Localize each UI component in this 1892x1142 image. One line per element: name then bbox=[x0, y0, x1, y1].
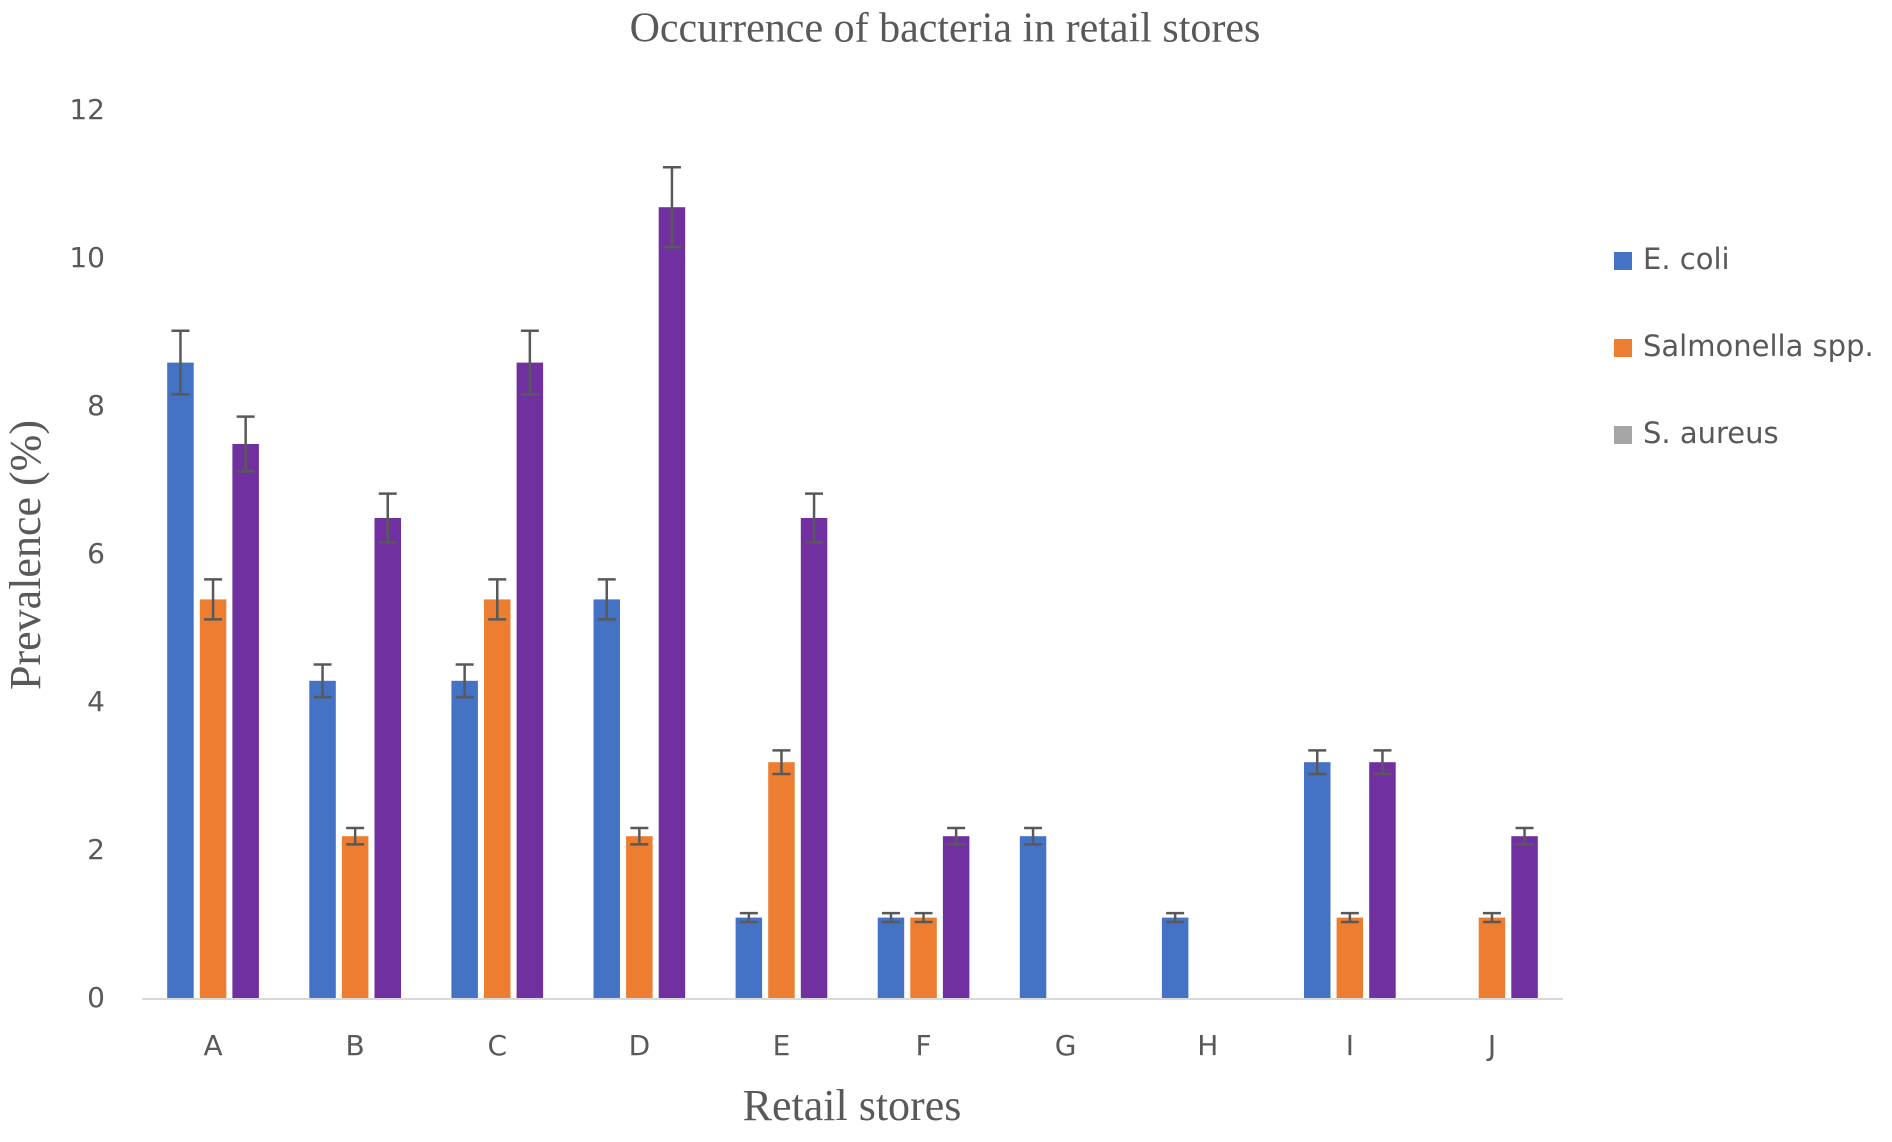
error-bar bbox=[1024, 826, 1043, 846]
error-bar bbox=[204, 578, 223, 621]
error-bar bbox=[1308, 749, 1327, 776]
bar bbox=[451, 680, 478, 999]
y-tick-label: 10 bbox=[69, 241, 105, 274]
error-bar bbox=[630, 826, 649, 846]
bar bbox=[877, 917, 905, 999]
x-tick-label: H bbox=[1197, 1029, 1218, 1062]
bar bbox=[768, 762, 795, 999]
bar bbox=[1161, 917, 1189, 999]
x-tick-label: C bbox=[487, 1029, 507, 1062]
error-bar bbox=[1515, 826, 1534, 846]
x-tick-label: F bbox=[915, 1029, 931, 1062]
bar bbox=[1369, 762, 1396, 999]
error-bar bbox=[1166, 911, 1185, 924]
legend-marker bbox=[1614, 252, 1632, 270]
y-tick-label: 6 bbox=[87, 537, 105, 570]
bar bbox=[516, 362, 544, 1000]
x-tick-label: J bbox=[1486, 1029, 1496, 1062]
bar bbox=[309, 680, 336, 999]
error-bar bbox=[313, 663, 332, 699]
bar bbox=[626, 836, 653, 999]
bar bbox=[232, 444, 259, 999]
bar bbox=[658, 207, 686, 999]
error-bar bbox=[171, 329, 190, 396]
error-bar bbox=[947, 826, 966, 846]
x-axis-title: Retail stores bbox=[743, 1081, 962, 1130]
y-axis-title: Prevalence (%) bbox=[1, 420, 50, 690]
bar bbox=[800, 518, 828, 999]
x-tick-label: I bbox=[1346, 1029, 1354, 1062]
error-bar bbox=[1482, 911, 1501, 924]
legend-marker bbox=[1614, 339, 1632, 357]
bar bbox=[199, 599, 227, 999]
bar bbox=[374, 518, 401, 999]
error-bar bbox=[805, 492, 824, 544]
error-bar bbox=[520, 329, 539, 396]
error-bar bbox=[378, 492, 397, 544]
bar bbox=[1511, 836, 1538, 999]
bar bbox=[593, 599, 620, 999]
error-bar bbox=[1340, 911, 1359, 924]
error-bar bbox=[488, 578, 507, 621]
bar bbox=[1336, 917, 1364, 999]
bar bbox=[341, 836, 369, 999]
error-bar bbox=[1373, 749, 1392, 776]
bar bbox=[484, 599, 511, 999]
x-tick-label: E bbox=[773, 1029, 791, 1062]
y-tick-label: 12 bbox=[69, 93, 105, 126]
y-tick-label: 4 bbox=[87, 685, 105, 718]
legend-label: E. coli bbox=[1643, 242, 1730, 276]
error-bar bbox=[662, 165, 681, 249]
bar bbox=[1304, 762, 1331, 999]
bar bbox=[910, 917, 937, 999]
bar bbox=[735, 917, 763, 999]
error-bar bbox=[597, 578, 616, 621]
bar bbox=[1019, 836, 1047, 999]
legend-label: S. aureus bbox=[1643, 416, 1779, 450]
error-bar bbox=[914, 911, 933, 924]
error-bar bbox=[455, 663, 474, 699]
chart-title: Occurrence of bacteria in retail stores bbox=[630, 6, 1261, 52]
y-tick-label: 0 bbox=[87, 981, 105, 1014]
y-tick-label: 8 bbox=[87, 389, 105, 422]
y-tick-label: 2 bbox=[87, 833, 105, 866]
error-bar bbox=[881, 911, 900, 924]
error-bar bbox=[346, 826, 365, 846]
legend-label: Salmonella spp. bbox=[1643, 329, 1874, 363]
error-bar bbox=[772, 749, 791, 776]
x-tick-label: B bbox=[346, 1029, 365, 1062]
bar bbox=[942, 836, 970, 999]
x-tick-label: A bbox=[203, 1029, 222, 1062]
error-bar bbox=[739, 911, 758, 924]
x-tick-label: G bbox=[1055, 1029, 1077, 1062]
bar bbox=[1478, 917, 1506, 999]
bar bbox=[167, 362, 194, 1000]
error-bar bbox=[236, 415, 255, 473]
legend-marker bbox=[1614, 426, 1632, 444]
x-tick-label: D bbox=[629, 1029, 651, 1062]
